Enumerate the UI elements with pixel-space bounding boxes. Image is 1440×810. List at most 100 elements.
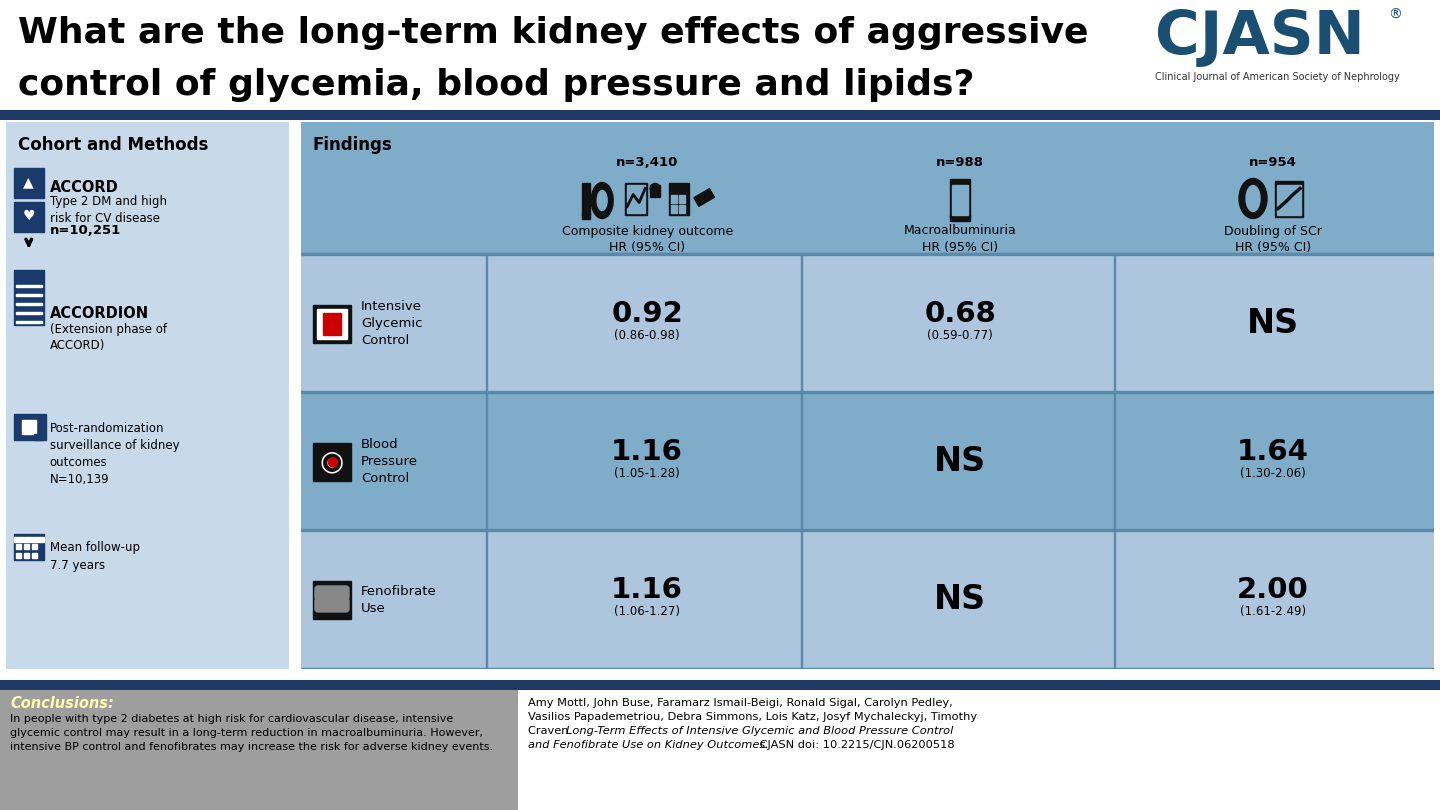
Bar bbox=[301, 393, 1434, 531]
Ellipse shape bbox=[651, 184, 660, 194]
Bar bbox=[1113, 393, 1116, 531]
Text: n=954: n=954 bbox=[1248, 156, 1297, 169]
Bar bbox=[312, 581, 351, 619]
Text: (Extension phase of
ACCORD): (Extension phase of ACCORD) bbox=[50, 322, 167, 352]
Bar bbox=[1277, 185, 1300, 215]
Text: CJASN doi: 10.2215/CJN.06200518: CJASN doi: 10.2215/CJN.06200518 bbox=[756, 740, 955, 750]
Text: Findings: Findings bbox=[312, 135, 393, 154]
Text: 2.00: 2.00 bbox=[1237, 576, 1309, 604]
Bar bbox=[801, 531, 802, 669]
Text: (1.05-1.28): (1.05-1.28) bbox=[615, 467, 680, 480]
Text: CJASN: CJASN bbox=[1155, 8, 1365, 67]
Bar bbox=[950, 215, 971, 220]
Text: NS: NS bbox=[935, 583, 986, 616]
Text: Amy Mottl, John Buse, Faramarz Ismail-Beigi, Ronald Sigal, Carolyn Pedley,: Amy Mottl, John Buse, Faramarz Ismail-Be… bbox=[528, 698, 953, 708]
Bar bbox=[671, 204, 677, 212]
Bar bbox=[628, 185, 645, 212]
Bar bbox=[323, 313, 341, 335]
Text: (0.86-0.98): (0.86-0.98) bbox=[615, 329, 680, 342]
Bar bbox=[801, 393, 802, 531]
Text: Post-randomization
surveillance of kidney
outcomes
N=10,139: Post-randomization surveillance of kidne… bbox=[50, 421, 180, 485]
Text: ▼: ▼ bbox=[324, 314, 340, 333]
Bar bbox=[16, 552, 20, 557]
Text: (0.59-0.77): (0.59-0.77) bbox=[927, 329, 994, 342]
Bar bbox=[1113, 254, 1116, 393]
Bar bbox=[24, 544, 29, 548]
Ellipse shape bbox=[1238, 178, 1267, 219]
Bar bbox=[312, 305, 351, 343]
Bar bbox=[1274, 181, 1303, 216]
Text: 0.68: 0.68 bbox=[924, 300, 996, 327]
Ellipse shape bbox=[592, 182, 613, 219]
Bar bbox=[14, 168, 43, 198]
Text: ♥: ♥ bbox=[23, 210, 35, 224]
Text: Clinical Journal of American Society of Nephrology: Clinical Journal of American Society of … bbox=[1155, 72, 1400, 82]
Bar bbox=[680, 204, 685, 212]
Bar bbox=[32, 552, 37, 557]
Text: ®: ® bbox=[1388, 8, 1403, 22]
Text: Composite kidney outcome
HR (95% CI): Composite kidney outcome HR (95% CI) bbox=[562, 224, 733, 254]
Text: Fenofibrate
Use: Fenofibrate Use bbox=[361, 585, 436, 615]
Text: NS: NS bbox=[935, 446, 986, 478]
Text: Long-Term Effects of Intensive Glycemic and Blood Pressure Control: Long-Term Effects of Intensive Glycemic … bbox=[566, 726, 953, 736]
Bar bbox=[651, 185, 660, 197]
Bar bbox=[671, 194, 677, 202]
Text: ACCORD: ACCORD bbox=[50, 180, 118, 194]
Bar bbox=[32, 544, 37, 548]
Bar bbox=[16, 312, 42, 313]
Bar bbox=[694, 189, 714, 207]
Bar bbox=[312, 443, 351, 481]
Bar bbox=[301, 253, 1434, 254]
Ellipse shape bbox=[598, 190, 608, 211]
FancyBboxPatch shape bbox=[315, 598, 348, 612]
Text: control of glycemia, blood pressure and lipids?: control of glycemia, blood pressure and … bbox=[17, 68, 975, 102]
Text: ◎: ◎ bbox=[320, 448, 344, 475]
Bar bbox=[301, 253, 1434, 254]
Bar bbox=[582, 182, 590, 215]
Bar bbox=[24, 552, 29, 557]
Text: Mean follow-up
7.7 years: Mean follow-up 7.7 years bbox=[50, 542, 140, 572]
Text: n=988: n=988 bbox=[936, 156, 984, 169]
Bar bbox=[485, 254, 488, 393]
Text: Conclusions:: Conclusions: bbox=[10, 696, 114, 711]
Text: (1.06-1.27): (1.06-1.27) bbox=[615, 605, 680, 619]
Text: Intensive
Glycemic
Control: Intensive Glycemic Control bbox=[361, 300, 422, 347]
Text: Type 2 DM and high
risk for CV disease: Type 2 DM and high risk for CV disease bbox=[50, 195, 167, 225]
Bar bbox=[680, 194, 685, 202]
Text: n=3,410: n=3,410 bbox=[616, 156, 678, 169]
Bar bbox=[952, 185, 968, 215]
Ellipse shape bbox=[1246, 185, 1260, 211]
Text: Cohort and Methods: Cohort and Methods bbox=[17, 135, 209, 154]
Bar bbox=[16, 321, 42, 322]
Text: ▲: ▲ bbox=[23, 176, 35, 190]
Bar bbox=[14, 202, 43, 232]
Bar bbox=[16, 302, 42, 305]
Bar bbox=[301, 667, 1434, 669]
Bar bbox=[22, 420, 36, 433]
Text: 1.16: 1.16 bbox=[611, 437, 683, 466]
Text: Craven.: Craven. bbox=[528, 726, 576, 736]
Bar bbox=[801, 254, 802, 393]
Bar bbox=[625, 182, 647, 215]
Text: n=10,251: n=10,251 bbox=[50, 224, 121, 237]
Bar bbox=[950, 178, 971, 216]
Text: 1.64: 1.64 bbox=[1237, 437, 1309, 466]
Bar bbox=[14, 413, 46, 440]
Bar bbox=[301, 530, 1434, 531]
FancyBboxPatch shape bbox=[315, 586, 348, 600]
Text: 1.16: 1.16 bbox=[611, 576, 683, 604]
Bar bbox=[317, 309, 347, 339]
Bar bbox=[301, 531, 1434, 669]
Bar bbox=[301, 254, 1434, 393]
Bar bbox=[16, 293, 42, 296]
Bar bbox=[14, 536, 43, 542]
Text: In people with type 2 diabetes at high risk for cardiovascular disease, intensiv: In people with type 2 diabetes at high r… bbox=[10, 714, 492, 752]
Text: 0.92: 0.92 bbox=[612, 300, 683, 327]
Bar bbox=[16, 544, 20, 548]
Bar bbox=[33, 433, 42, 440]
Bar bbox=[16, 284, 42, 287]
Text: Doubling of SCr
HR (95% CI): Doubling of SCr HR (95% CI) bbox=[1224, 224, 1322, 254]
Text: What are the long-term kidney effects of aggressive: What are the long-term kidney effects of… bbox=[17, 16, 1089, 50]
Text: Vasilios Papademetriou, Debra Simmons, Lois Katz, Josyf Mychaleckyj, Timothy: Vasilios Papademetriou, Debra Simmons, L… bbox=[528, 712, 978, 723]
Bar bbox=[14, 534, 43, 560]
